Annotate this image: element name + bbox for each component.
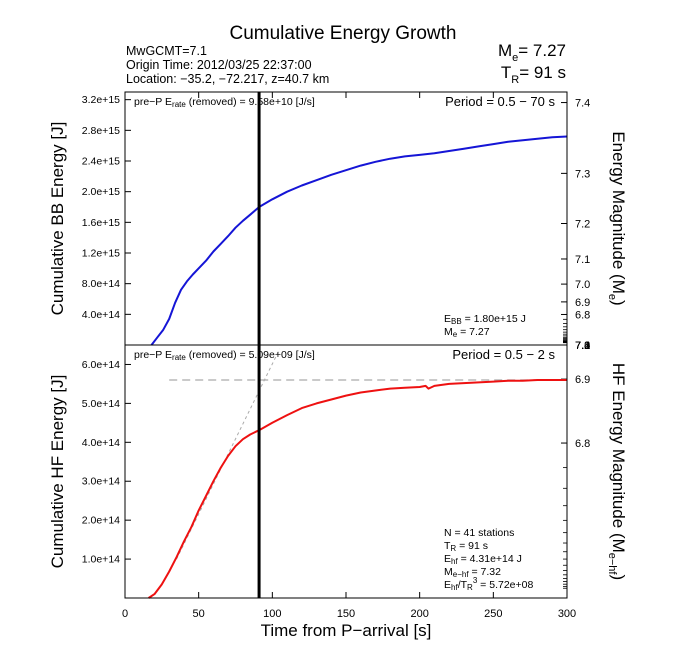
summary-tr: TR= 91 s [501,63,566,86]
bb-y-tick-label: 1.2e+15 [82,248,120,260]
hf-ratio-annotation: Ehf/TR3 = 5.72e+08 [444,576,533,592]
x-tick-label: 150 [337,608,355,620]
bb-y-tick-label: 1.6e+15 [82,217,120,229]
hf-y-tick-label: 2.0e+14 [82,515,120,527]
x-tick-label: 250 [484,608,502,620]
hf-magnitude-axis: 7.47.37.27.17.0 6.9 6.8 [561,340,590,589]
bb-y-tick-label: 3.2e+15 [82,94,120,106]
event-location: Location: −35.2, −72.217, z=40.7 km [126,72,329,86]
x-tick-label: 100 [263,608,281,620]
hf-tr-annotation: TR = 91 s [444,540,488,553]
bb-y-tick-label: 8.0e+14 [82,278,120,290]
bb-magnitude-tick-label: 6.8 [575,309,590,321]
bb-magnitude-axis-label: Energy Magnitude (Me) [606,131,628,305]
bb-y-axis-label: Cumulative BB Energy [J] [48,122,67,316]
broadband-energy-panel: 4.0e+14 8.0e+14 1.2e+15 1.6e+15 2.0e+15 2.4e+… [48,91,628,346]
hf-magnitude-annotation: Me−hf = 7.32 [444,566,501,579]
hf-period-label: Period = 0.5 − 2 s [452,347,555,362]
bb-plot-area [150,92,568,346]
figure-title: Cumulative Energy Growth [229,23,456,44]
hf-y-axis: 1.0e+14 2.0e+14 3.0e+14 4.0e+14 5.0e+14 6.0e+… [82,359,131,566]
hf-y-axis-label: Cumulative HF Energy [J] [48,375,67,569]
hf-magnitude-tick-label: 7.4 [575,340,590,352]
hf-magnitude-tick-label: 6.9 [575,374,590,386]
hf-magnitude-tick-label: 6.8 [575,438,590,450]
summary-me: Me= 7.27 [498,41,566,64]
bb-y-tick-label: 2.4e+15 [82,156,120,168]
hf-prep-label: pre−P Erate (removed) = 5.09e+09 [J/s] [134,349,315,362]
hf-y-tick-label: 3.0e+14 [82,476,120,488]
bb-magnitude-tick-label: 7.3 [575,168,590,180]
hf-magnitude-tick-label: 7.0 [575,340,590,352]
hf-energy-curve [148,379,567,599]
hf-panel-frame [124,344,568,599]
x-axis: 0 50 100 150 200 250 300 [122,92,576,620]
bb-magnitude-axis: 7.4 7.3 7.2 7.1 7.0 6.96.8 [561,98,590,344]
hf-y-tick-label: 1.0e+14 [82,554,120,566]
x-tick-label: 300 [558,608,576,620]
hf-magnitude-tick-label: 7.1 [575,340,590,352]
bb-magnitude-tick-label: 7.1 [575,254,590,266]
x-tick-label: 200 [410,608,428,620]
hf-energy-panel: 1.0e+14 2.0e+14 3.0e+14 4.0e+14 5.0e+14 6.0e+… [48,92,628,620]
hf-y-tick-label: 5.0e+14 [82,398,120,410]
hf-energy-annotation: Ehf = 4.31e+14 J [444,553,522,566]
hf-magnitude-tick-label: 7.2 [575,340,590,352]
hf-plot-area [148,345,567,599]
event-origin-time: Origin Time: 2012/03/25 22:37:00 [126,58,312,72]
bb-energy-curve [150,135,568,346]
bb-y-tick-label: 2.8e+15 [82,125,120,137]
bb-magnitude-tick-label: 7.2 [575,218,590,230]
bb-prep-label: pre−P Erate (removed) = 9.58e+10 [J/s] [134,96,315,109]
event-magnitude: MwGCMT=7.1 [126,44,207,58]
bb-y-tick-label: 4.0e+14 [82,309,120,321]
hf-magnitude-tick-label: 7.3 [575,340,590,352]
bb-y-tick-label: 2.0e+15 [82,186,120,198]
hf-magnitude-axis-label: HF Energy Magnitude (Me−hf) [606,363,628,580]
x-tick-label: 50 [193,608,205,620]
hf-stations-annotation: N = 41 stations [444,527,514,539]
x-axis-label: Time from P−arrival [s] [261,621,432,640]
x-tick-label: 0 [122,608,128,620]
bb-energy-annotation: EBB = 1.80e+15 J [444,313,526,326]
bb-panel-frame [124,91,568,346]
bb-magnitude-tick-label: 7.0 [575,279,590,291]
bb-period-label: Period = 0.5 − 70 s [445,94,555,109]
bb-magnitude-tick-label: 7.4 [575,98,590,110]
hf-y-tick-label: 6.0e+14 [82,359,120,371]
hf-y-tick-label: 4.0e+14 [82,437,120,449]
bb-magnitude-tick-label: 6.9 [575,297,590,309]
bb-y-axis: 4.0e+14 8.0e+14 1.2e+15 1.6e+15 2.0e+15 2.4e+… [82,94,131,321]
bb-magnitude-annotation: Me = 7.27 [444,326,490,339]
